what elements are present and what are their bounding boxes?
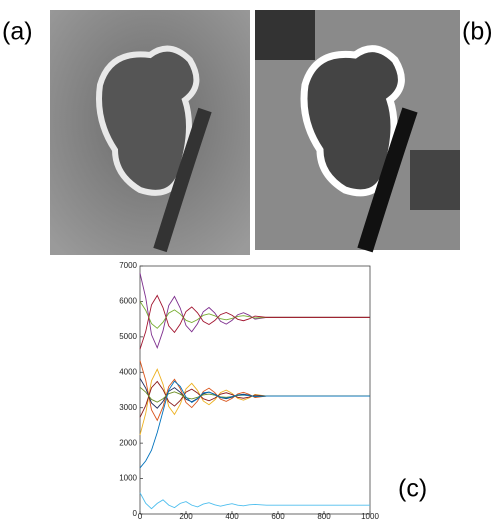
image-a [50,10,250,255]
line-chart: 0 1000 2000 3000 4000 5000 6000 7000 0 200 400 600 8… [119,261,379,520]
y-tick-label: 2000 [119,438,137,447]
y-tick-label: 1000 [119,474,137,483]
x-tick-label: 200 [179,512,193,520]
y-tick-label: 7000 [119,261,137,270]
y-tick-label: 3000 [119,403,137,412]
y-tick-label: 4000 [119,367,137,376]
panel-label: (b) [462,18,493,46]
series-line [139,492,370,510]
plot-frame [139,265,371,515]
y-tick-label: 6000 [119,297,137,306]
x-tick-label: 1000 [361,512,379,520]
y-tick-label: 0 [133,509,138,518]
image-b [255,10,460,253]
panel-label: (c) [398,475,427,503]
x-tick-label: 800 [317,512,331,520]
series-line [139,380,370,469]
panel-label: (a) [2,18,33,46]
series-line [139,294,370,350]
y-tick-label: 5000 [119,332,137,341]
x-tick-label: 600 [271,512,285,520]
x-tick-label: 0 [138,512,143,520]
x-tick-label: 400 [225,512,239,520]
